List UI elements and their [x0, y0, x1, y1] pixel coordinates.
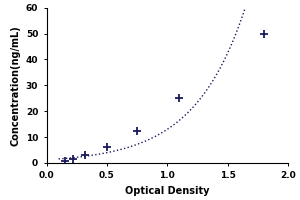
Point [177, 97, 182, 100]
Point [62, 159, 67, 163]
X-axis label: Optical Density: Optical Density [125, 186, 209, 196]
Point [135, 129, 140, 132]
Point [83, 153, 88, 156]
Point [104, 145, 109, 148]
Y-axis label: Concentration(ng/mL): Concentration(ng/mL) [10, 25, 20, 146]
Point [261, 32, 266, 35]
Point [71, 157, 76, 161]
